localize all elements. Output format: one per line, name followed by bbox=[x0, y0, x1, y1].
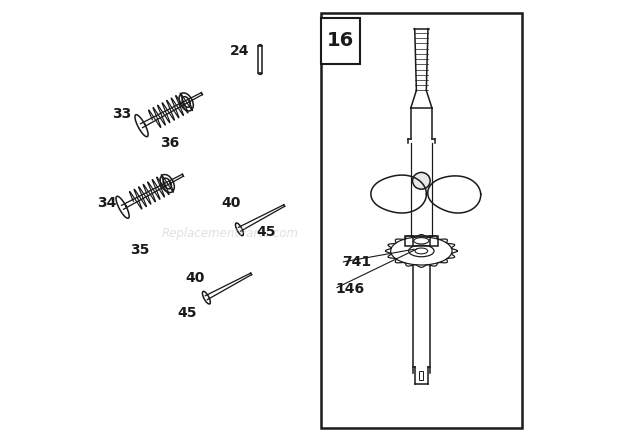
Ellipse shape bbox=[412, 172, 430, 189]
Text: 40: 40 bbox=[222, 196, 241, 210]
Bar bbox=[321, 13, 521, 428]
Text: 24: 24 bbox=[229, 44, 249, 58]
Text: 34: 34 bbox=[97, 196, 117, 210]
Bar bbox=[321, 18, 360, 64]
Text: ReplacementParts.com: ReplacementParts.com bbox=[162, 227, 299, 240]
Text: 36: 36 bbox=[161, 136, 180, 150]
Text: 146: 146 bbox=[335, 282, 365, 296]
Bar bbox=[405, 236, 438, 246]
Text: 40: 40 bbox=[185, 271, 205, 285]
Bar bbox=[258, 46, 262, 73]
Text: 45: 45 bbox=[178, 306, 197, 320]
Text: 16: 16 bbox=[327, 31, 354, 50]
Text: 35: 35 bbox=[130, 243, 149, 258]
Text: 33: 33 bbox=[112, 107, 131, 121]
Text: 741: 741 bbox=[342, 255, 371, 269]
Bar bbox=[419, 371, 423, 380]
Text: 45: 45 bbox=[256, 224, 276, 239]
